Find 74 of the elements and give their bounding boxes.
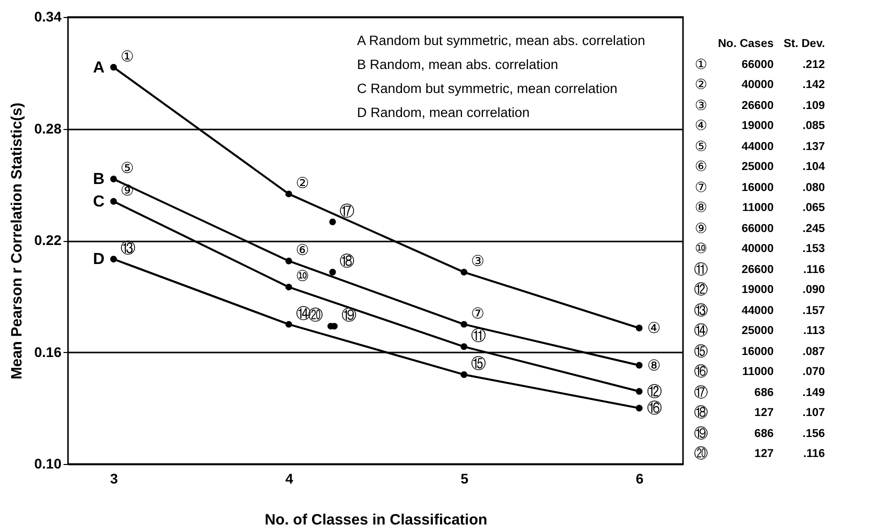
point [460,320,468,328]
text: ⑮ 16000 .087 [694,344,825,360]
text: ⑧ 11000 .065 [694,200,825,216]
text: ⑩ 40000 .153 [694,241,825,258]
annotation: ⑤ [120,159,134,178]
annotation: ⑮ [470,354,486,373]
series-label: B [92,171,105,188]
annotation: B Random, mean abs. correlation [357,57,558,72]
x-tick-label: 4 [285,470,294,486]
series-label: A [92,59,105,76]
text: ④ 19000 .085 [694,118,825,134]
x-tick-label: 6 [636,470,644,486]
point [636,324,643,332]
y-tick-label: 0.10 [34,456,62,472]
text: ⑫ 19000 .090 [694,282,825,298]
point [110,176,117,182]
annotation: A Random but symmetric, mean abs. correlation [357,33,646,48]
point [460,371,468,378]
y-tick-label: 0.34 [34,8,62,24]
annotation: ⑱ [340,252,355,270]
annotation: ⑫ [647,382,662,400]
point [285,190,292,198]
point [285,284,292,290]
annotation: ② [296,174,310,192]
y-tick-label: 0.28 [34,120,62,136]
text: ① 66000 .212 [694,56,825,73]
y-tick-label: 0.16 [34,344,62,360]
point [110,198,117,205]
series-label: C [92,193,105,210]
point [285,320,292,328]
annotation: ④ [647,319,661,338]
text: ⑬ 44000 .157 [694,302,825,319]
text: ⑪ 26600 .116 [694,262,825,278]
point [460,268,468,276]
point [636,404,643,412]
annotation: ⑧ [647,356,661,374]
annotation: ⑥ [296,240,310,259]
annotation: C Random but symmetric, mean correlation [357,81,618,96]
text: No. Cases [717,37,775,52]
point [636,362,643,369]
text: ⑦ 16000 .080 [694,180,825,196]
text: ⑨ 66000 .245 [694,220,825,237]
text: ⑯ 11000 .070 [694,364,825,380]
annotation: ⑦ [470,304,484,322]
x-tick-label: 5 [460,470,469,486]
point [329,268,336,276]
annotation: ⑩ [296,267,310,286]
text: ② 40000 .142 [694,77,825,94]
x-axis-title: No. of Classes in Classification [264,512,488,528]
text: ⑰ 686 .149 [694,384,825,401]
text: ⑥ 25000 .104 [694,159,825,176]
annotation: ⑪ [470,326,486,345]
y-tick-label: 0.22 [34,232,62,248]
point [285,258,292,264]
point [110,256,117,262]
annotation: ⑰ [340,202,355,220]
point [460,343,468,350]
x-tick-label: 3 [110,470,118,486]
point [329,218,336,226]
text: ⑲ 686 .156 [694,426,825,442]
annotation: D Random, mean correlation [357,105,530,120]
text: ⑤ 44000 .137 [694,138,825,155]
point [110,64,117,71]
text: ⑱ 127 .107 [694,405,825,422]
text: St. Dev. [782,37,826,52]
text: ⑭ 25000 .113 [694,323,825,340]
series-label: D [92,251,105,268]
y-axis-title: Mean Pearson r Correlation Statistic(s) [8,102,26,380]
point [636,388,643,395]
annotation: ③ [470,252,484,270]
text: ⑳ 127 .116 [694,446,825,462]
annotation: ① [120,47,134,66]
text: ③ 26600 .109 [694,98,825,114]
annotation: ⑯ [647,399,662,418]
